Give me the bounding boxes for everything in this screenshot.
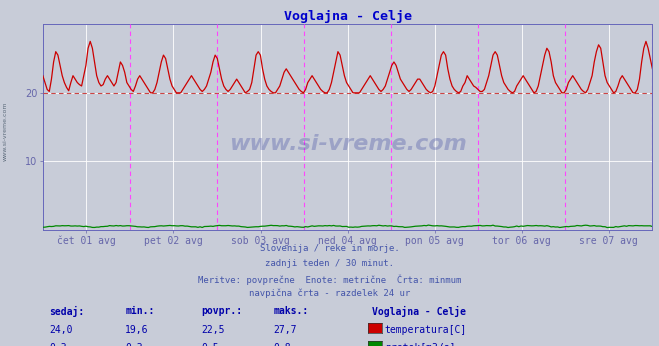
Text: www.si-vreme.com: www.si-vreme.com [3,102,8,161]
Text: 19,6: 19,6 [125,325,149,335]
Text: 0,8: 0,8 [273,343,291,346]
Text: 0,5: 0,5 [201,343,219,346]
Text: Voglajna - Celje: Voglajna - Celje [372,306,467,317]
Text: maks.:: maks.: [273,306,308,316]
Text: temperatura[C]: temperatura[C] [385,325,467,335]
Text: Meritve: povprečne  Enote: metrične  Črta: minmum: Meritve: povprečne Enote: metrične Črta:… [198,274,461,284]
Title: Voglajna - Celje: Voglajna - Celje [283,10,412,23]
Text: povpr.:: povpr.: [201,306,242,316]
Text: 0,3: 0,3 [49,343,67,346]
Text: 27,7: 27,7 [273,325,297,335]
Text: www.si-vreme.com: www.si-vreme.com [229,134,467,154]
Text: navpična črta - razdelek 24 ur: navpična črta - razdelek 24 ur [249,289,410,298]
Text: Slovenija / reke in morje.: Slovenija / reke in morje. [260,244,399,253]
Text: 0,3: 0,3 [125,343,143,346]
Text: sedaj:: sedaj: [49,306,84,317]
Text: zadnji teden / 30 minut.: zadnji teden / 30 minut. [265,259,394,268]
Text: 22,5: 22,5 [201,325,225,335]
Text: min.:: min.: [125,306,155,316]
Text: 24,0: 24,0 [49,325,73,335]
Text: pretok[m3/s]: pretok[m3/s] [385,343,455,346]
